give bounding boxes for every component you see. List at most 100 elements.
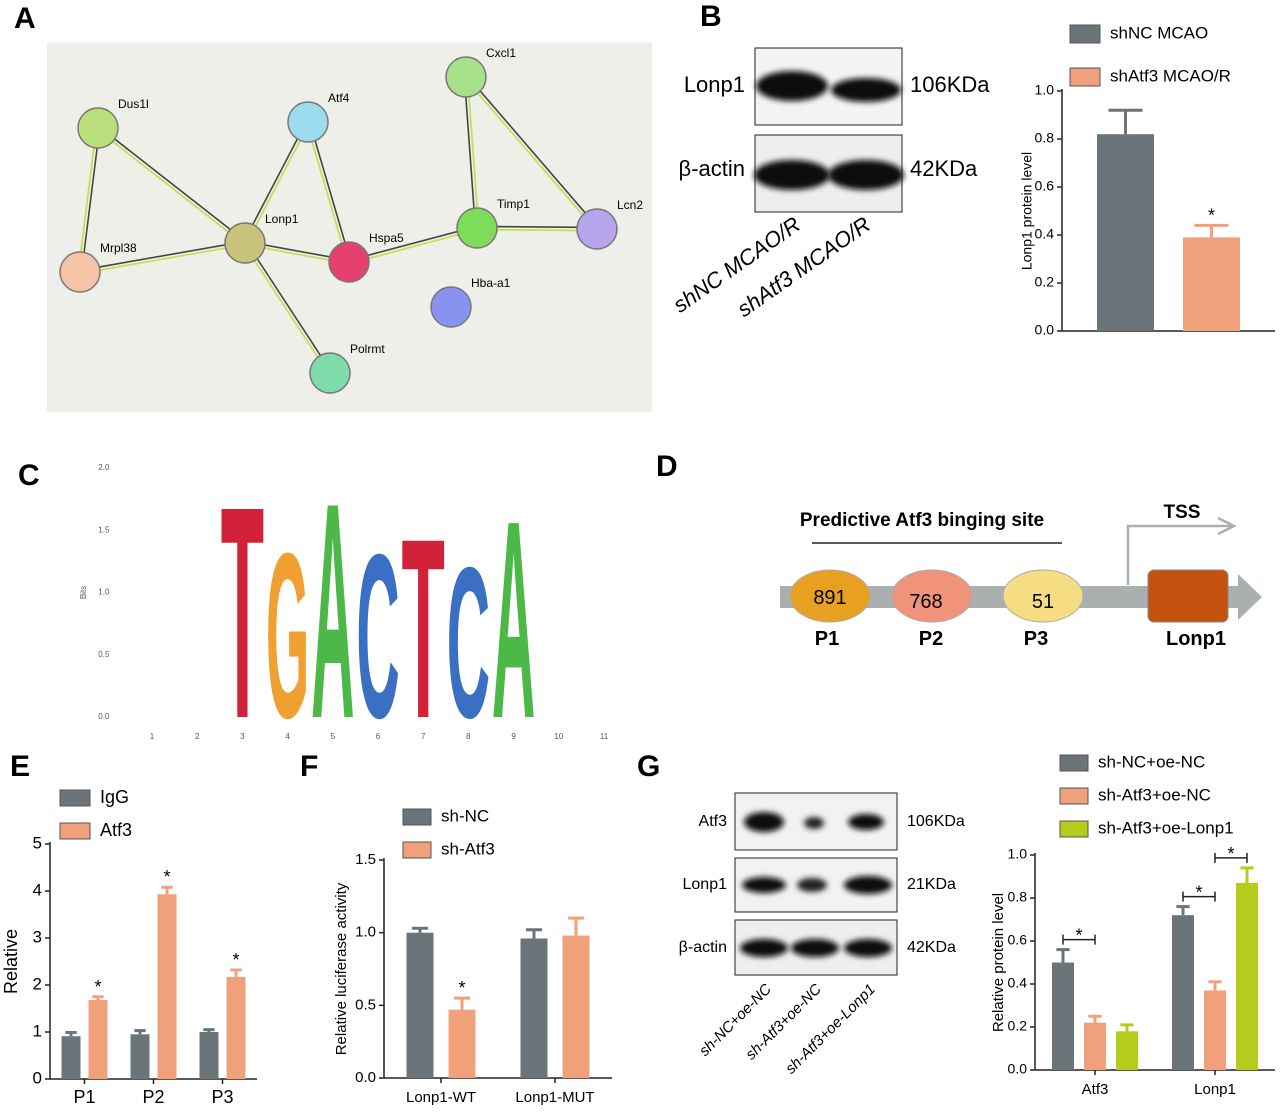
- bar: [61, 1036, 81, 1079]
- band: [791, 939, 839, 957]
- x-tick-label: 8: [466, 732, 471, 741]
- edge: [77, 127, 98, 272]
- node: [77, 107, 119, 149]
- site-name: P2: [919, 628, 943, 650]
- blot-size: 21KDa: [907, 876, 956, 893]
- y-tick-label: 0.8: [1008, 889, 1028, 905]
- legend-swatch: [59, 789, 91, 807]
- y-tick-label: 5: [33, 833, 42, 852]
- node-label: Mrpl38: [100, 241, 137, 255]
- y-axis-label: Lonp1 protein level: [1019, 152, 1035, 270]
- y-tick-label: 1.0: [355, 924, 376, 941]
- x-tick-label: 4: [285, 732, 290, 741]
- significance: *: [94, 977, 101, 997]
- blot-size: 106KDa: [910, 72, 990, 97]
- bar: [157, 894, 177, 1079]
- node-label: Timp1: [497, 197, 530, 211]
- blot-g: Atf3 Lonp1 β-actin 106KDa 21KDa 42KDa sh…: [679, 792, 965, 1078]
- bar: [520, 938, 548, 1078]
- bar: [1052, 962, 1074, 1070]
- node-label: Polrmt: [350, 342, 385, 356]
- bar: [1236, 882, 1258, 1070]
- blot-protein: β-actin: [679, 156, 745, 181]
- y-tick-label: 1.0: [1035, 82, 1055, 98]
- significance: *: [458, 978, 465, 998]
- y-tick-label: 0.0: [1035, 322, 1055, 338]
- lane-label: sh-Atf3+oe-Lonp1: [782, 981, 879, 1078]
- band: [804, 817, 824, 829]
- node: [287, 101, 329, 143]
- band: [797, 878, 827, 892]
- legend-swatch: [1069, 67, 1101, 87]
- bar: [226, 977, 246, 1079]
- bar: [406, 932, 434, 1078]
- band: [742, 877, 786, 893]
- x-tick-label: Atf3: [1082, 1081, 1109, 1098]
- band: [831, 78, 901, 102]
- y-tick-label: 0.2: [1035, 274, 1055, 290]
- y-tick-label: 0.6: [1035, 178, 1055, 194]
- band: [740, 939, 788, 957]
- x-tick-label: 10: [554, 732, 563, 741]
- node: [328, 241, 370, 283]
- legend-label: sh-Atf3+oe-NC: [1098, 785, 1211, 804]
- edge: [349, 228, 478, 265]
- legend-label: shNC MCAO: [1110, 23, 1208, 42]
- network: Dus1l Atf4 Cxcl1 Lonp1 Mrpl38 Hspa5 Timp1 Lcn2 H…: [59, 46, 643, 394]
- y-tick-label: 0.0: [98, 712, 110, 721]
- blot-size: 106KDa: [907, 813, 965, 830]
- band: [844, 939, 892, 957]
- y-tick-label: 0.2: [1008, 1018, 1028, 1034]
- node: [224, 222, 266, 264]
- y-tick-label: 0: [33, 1068, 42, 1087]
- y-tick-label: 4: [33, 880, 42, 899]
- logo-letter: A: [311, 439, 354, 782]
- bar: [1097, 134, 1154, 331]
- blot-protein: Lonp1: [684, 72, 745, 97]
- legend-swatch: [1059, 787, 1089, 805]
- band: [848, 814, 884, 830]
- blot-protein: Atf3: [699, 813, 728, 830]
- bar: [88, 1000, 108, 1079]
- logo-letter: C: [447, 524, 490, 764]
- significance: *: [1195, 883, 1202, 903]
- bar: [562, 935, 590, 1078]
- legend-swatch: [402, 841, 432, 859]
- node-label: Hspa5: [369, 231, 404, 245]
- x-tick-label: 1: [150, 732, 155, 741]
- site-name: P3: [1024, 628, 1048, 650]
- tss-arrow: [1126, 524, 1232, 585]
- blot-protein: β-actin: [679, 939, 727, 956]
- edge: [463, 77, 477, 229]
- significance: *: [232, 950, 239, 970]
- y-tick-label: 0.4: [1035, 226, 1055, 242]
- y-tick-label: 0.6: [1008, 932, 1028, 948]
- panel-label: D: [656, 450, 678, 483]
- edge: [242, 243, 330, 375]
- band: [754, 160, 830, 190]
- legend-label: sh-Atf3+oe-Lonp1: [1098, 818, 1234, 837]
- edge: [308, 121, 352, 262]
- site-position: 51: [1032, 591, 1054, 613]
- edge: [242, 120, 308, 243]
- y-tick-label: 0.0: [1008, 1061, 1028, 1077]
- node-label: Hba-a1: [471, 276, 511, 290]
- node-label: Lonp1: [265, 212, 299, 226]
- bar: [1172, 915, 1194, 1070]
- y-tick-label: 3: [33, 927, 42, 946]
- panel-label: A: [14, 2, 36, 35]
- legend-swatch: [1059, 820, 1089, 838]
- panel-label: B: [700, 0, 722, 33]
- logo-letter: T: [402, 485, 445, 771]
- arrow-head: [1238, 574, 1262, 620]
- bar: [130, 1034, 150, 1079]
- x-tick-label: 7: [421, 732, 426, 741]
- legend-label: sh-Atf3: [441, 839, 495, 858]
- promoter-diagram: Predictive Atf3 binging site TSS 891 768…: [780, 502, 1262, 650]
- bar: [1183, 237, 1240, 331]
- y-axis-label: Relative: [1, 929, 21, 994]
- edge: [245, 241, 333, 373]
- legend-label: sh-NC+oe-NC: [1098, 752, 1205, 771]
- edge: [305, 122, 349, 263]
- significance: *: [1227, 844, 1234, 864]
